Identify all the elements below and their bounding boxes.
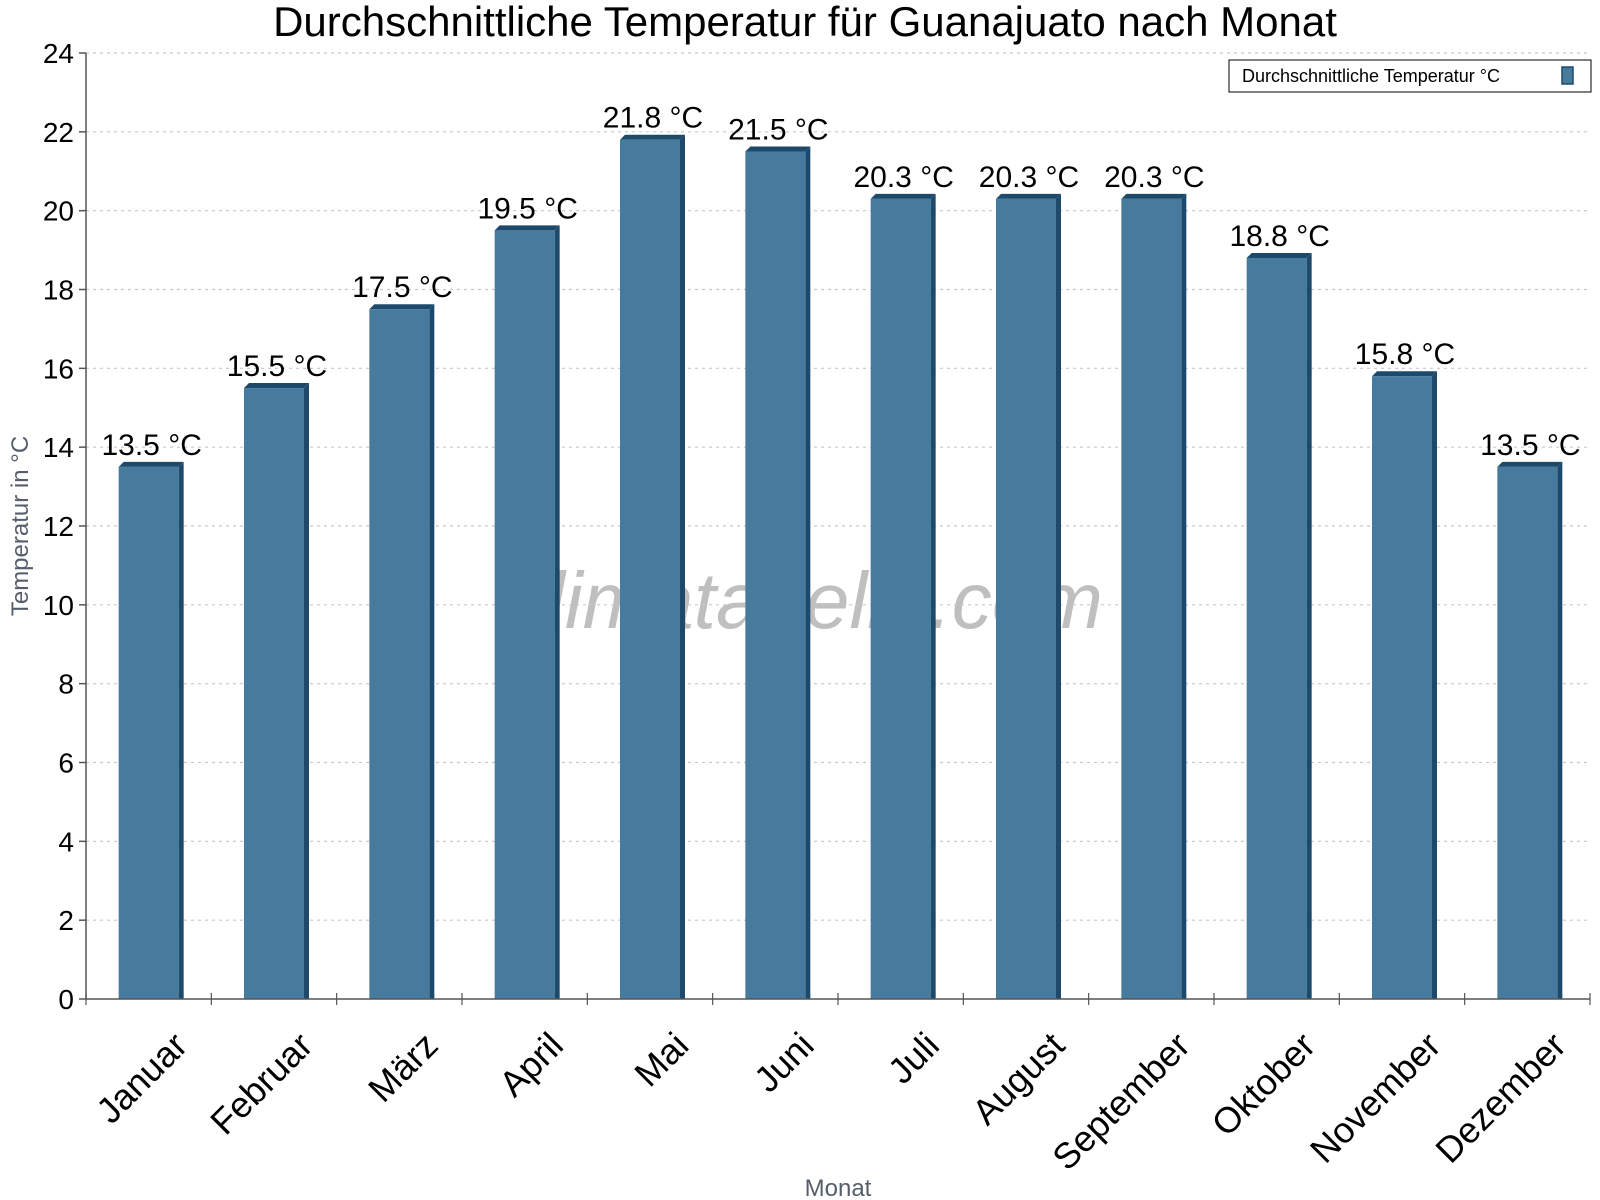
- bar-top: [1246, 252, 1312, 258]
- legend: Durchschnittliche Temperatur °C: [1228, 59, 1592, 93]
- bar: [494, 225, 560, 999]
- y-tick-label: 4: [58, 826, 74, 857]
- bar-side: [1557, 461, 1563, 999]
- y-tick-label: 6: [58, 748, 74, 779]
- data-label: 15.5 °C: [227, 350, 327, 383]
- bar: [620, 134, 685, 999]
- x-tick-label: August: [964, 1024, 1072, 1132]
- bar-side: [429, 304, 435, 999]
- y-tick-label: 18: [43, 275, 74, 306]
- y-tick-label: 16: [43, 353, 74, 384]
- x-tick-label: Juni: [746, 1024, 822, 1100]
- x-tick-label: April: [491, 1024, 571, 1104]
- bar-top: [494, 225, 560, 231]
- data-label: 15.8 °C: [1355, 338, 1455, 371]
- bars: [118, 134, 1563, 1000]
- bar: [1246, 252, 1312, 999]
- bar: [870, 193, 936, 999]
- bar-top: [870, 193, 936, 199]
- bar-side: [554, 225, 560, 999]
- bar: [118, 461, 184, 999]
- bar-side: [1181, 193, 1187, 999]
- bar: [1121, 193, 1187, 999]
- bar-face: [620, 139, 680, 999]
- y-tick-label: 24: [43, 38, 74, 69]
- x-tick-label: Februar: [202, 1024, 320, 1142]
- bar-side: [680, 134, 685, 999]
- bar-side: [304, 383, 309, 1000]
- bar: [745, 146, 811, 999]
- bar-top: [369, 304, 435, 310]
- bar-face: [1246, 257, 1307, 999]
- bar-side: [1056, 193, 1061, 999]
- chart-title: Durchschnittliche Temperatur für Guanaju…: [273, 0, 1337, 45]
- bar-face: [369, 309, 430, 999]
- bar-top: [1497, 461, 1563, 467]
- bar-top: [1372, 371, 1437, 377]
- bar-side: [1306, 252, 1312, 999]
- data-labels: 13.5 °C 15.5 °C 17.5 °C 19.5 °C 21.8 °C 21.5 …: [101, 102, 1580, 462]
- bar-face: [244, 388, 304, 1000]
- bar-face: [1497, 466, 1558, 999]
- bar-side: [1432, 371, 1437, 999]
- x-ticks: Januar Februar März April Mai Juni Juli AugustS…: [85, 993, 1591, 1178]
- legend-box: [1228, 59, 1592, 93]
- bar-face: [1372, 376, 1432, 999]
- y-axis-label: Temperatur in °C: [7, 436, 34, 616]
- data-label: 21.8 °C: [603, 102, 703, 135]
- x-tick-label: November: [1302, 1024, 1448, 1170]
- data-label: 18.8 °C: [1229, 220, 1329, 253]
- bar-top: [745, 146, 811, 152]
- bar-top: [118, 461, 184, 467]
- bar-face: [996, 198, 1056, 999]
- data-label: 21.5 °C: [728, 114, 828, 147]
- bar-top: [620, 134, 685, 140]
- data-label: 17.5 °C: [352, 271, 452, 304]
- x-tick-label: September: [1044, 1024, 1198, 1178]
- data-label: 20.3 °C: [1104, 161, 1204, 194]
- y-tick-label: 10: [43, 590, 74, 621]
- data-label: 20.3 °C: [853, 161, 953, 194]
- x-tick-label: Oktober: [1203, 1024, 1323, 1144]
- bar-top: [1121, 193, 1187, 199]
- bar: [1372, 371, 1437, 999]
- x-tick-label: Juli: [880, 1024, 947, 1091]
- bar-side: [930, 193, 936, 999]
- x-tick-label: Mai: [626, 1024, 696, 1094]
- y-tick-label: 2: [58, 905, 74, 936]
- y-tick-label: 0: [58, 984, 74, 1015]
- data-label: 13.5 °C: [101, 429, 201, 462]
- bar: [1497, 461, 1563, 999]
- legend-swatch: [1561, 66, 1574, 85]
- x-axis-label: Monat: [805, 1175, 872, 1200]
- x-tick-label: Dezember: [1427, 1024, 1573, 1170]
- legend-label: Durchschnittliche Temperatur °C: [1242, 66, 1500, 86]
- data-label: 19.5 °C: [477, 192, 577, 225]
- x-tick-label: März: [360, 1024, 446, 1110]
- bar-top: [244, 383, 309, 389]
- y-tick-label: 12: [43, 511, 74, 542]
- bar-face: [494, 230, 555, 999]
- data-label: 20.3 °C: [979, 161, 1079, 194]
- y-tick-label: 22: [43, 117, 74, 148]
- data-label: 13.5 °C: [1480, 429, 1580, 462]
- bar-top: [996, 193, 1061, 199]
- bar-side: [178, 461, 184, 999]
- bar: [244, 383, 309, 1000]
- y-tick-label: 8: [58, 669, 74, 700]
- bar-face: [118, 466, 179, 999]
- bar: [369, 304, 435, 999]
- x-tick-label: Januar: [88, 1024, 195, 1131]
- bar-side: [805, 146, 811, 999]
- y-tick-label: 20: [43, 196, 74, 227]
- bar-face: [870, 198, 931, 999]
- bar-face: [1121, 198, 1182, 999]
- bar: [996, 193, 1061, 999]
- gridlines: [86, 52, 1590, 921]
- bar-face: [745, 151, 806, 999]
- y-tick-label: 14: [43, 432, 74, 463]
